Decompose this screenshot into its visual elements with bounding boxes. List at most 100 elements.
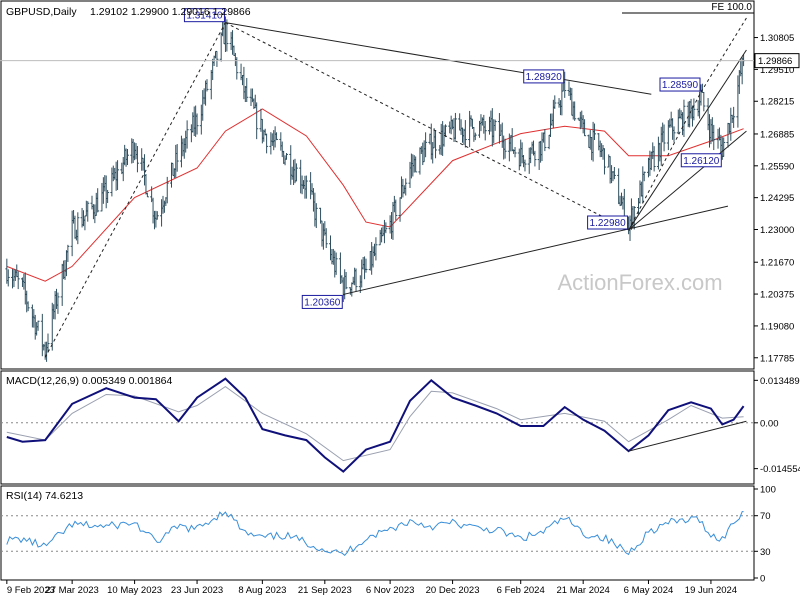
ohlc-bar (583, 119, 587, 137)
ohlc-bar (503, 138, 507, 159)
ohlc-bar (672, 126, 676, 143)
x-tick-label: 9 Feb 2023 (7, 585, 55, 596)
rsi-panel: 100 70 30 0 RSI(14) 74.6213 (0, 485, 776, 585)
ohlc-bar (135, 145, 139, 173)
svg-text:1.28590: 1.28590 (662, 80, 699, 91)
ohlc-bar (294, 163, 298, 182)
ohlc-bar (56, 292, 60, 314)
ohlc-bar (662, 124, 666, 152)
ohlc-bar (205, 79, 209, 92)
price-tick-label: 1.19080 (760, 321, 794, 332)
price-tick-label: 1.30805 (760, 33, 794, 44)
ohlc-bar (314, 203, 318, 229)
x-tick-label: 10 May 2023 (107, 585, 162, 596)
x-tick-label: 21 Sep 2023 (298, 585, 352, 596)
ohlc-bar (16, 271, 20, 290)
ohlc-bar (493, 119, 497, 131)
ohlc-bar (36, 320, 40, 331)
ohlc-bar (145, 192, 149, 198)
dashed-trendline (700, 17, 747, 93)
ohlc-bar (483, 120, 487, 141)
ohlc-bar (195, 113, 199, 135)
price-level-label: 1.26120 (680, 153, 722, 168)
ohlc-bar (523, 159, 527, 172)
trendline (225, 22, 652, 95)
ohlc-label: 1.29102 1.29900 1.29016 1.29866 (90, 6, 251, 18)
chart-title: GBPUSD,Daily 1.29102 1.29900 1.29016 1.2… (6, 6, 251, 18)
price-level-label: 1.28590 (659, 77, 701, 92)
macd-panel-frame (0, 370, 755, 485)
fe-marker: FE 100.0 (622, 2, 754, 14)
ohlc-bar (46, 333, 50, 353)
x-tick-label: 23 Jun 2023 (171, 585, 223, 596)
ohlc-bar (652, 146, 656, 172)
trendline (343, 205, 729, 295)
svg-text:1.31410: 1.31410 (186, 11, 223, 22)
x-tick-label: 6 Feb 2024 (497, 585, 545, 596)
rsi-tick-label: 100 (760, 485, 776, 496)
rsi-panel-frame (0, 485, 755, 581)
rsi-tick-label: 30 (760, 547, 771, 558)
ohlc-bar (434, 130, 438, 159)
ohlc-bar (424, 132, 428, 158)
ohlc-bar (533, 150, 537, 167)
ohlc-bar (324, 228, 328, 249)
price-level-label: 1.31410 (183, 8, 225, 23)
x-tick-label: 6 May 2024 (624, 585, 674, 596)
macd-line (6, 377, 745, 473)
ohlc-bar (692, 98, 696, 121)
ohlc-bar (354, 268, 358, 292)
trendlines-layer (44, 17, 747, 358)
ohlc-bar (265, 133, 269, 154)
svg-text:1.20360: 1.20360 (304, 297, 341, 308)
price-level-label: 1.20360 (301, 294, 343, 309)
x-tick-label: 27 Mar 2023 (45, 585, 98, 596)
rsi-tick-label: 70 (760, 511, 771, 522)
ohlc-bar (414, 156, 418, 173)
x-tick-label: 6 Nov 2023 (366, 585, 415, 596)
x-tick-label: 8 Aug 2023 (238, 585, 286, 596)
last-price-marker: 1.29866 (0, 53, 800, 69)
macd-tick-label: -0.014554 (760, 464, 800, 475)
svg-text:1.26120: 1.26120 (683, 156, 720, 167)
last-price-value: 1.29866 (758, 56, 792, 67)
sma-line-layer (6, 108, 744, 282)
price-panel-frame (0, 0, 755, 370)
ohlc-bar (642, 171, 646, 182)
ohlc-bar (245, 78, 249, 102)
ohlc-bar (702, 91, 706, 112)
ohlc-bar (66, 244, 70, 262)
price-tick-label: 1.17785 (760, 353, 794, 364)
macd-tick-label: 0.00 (760, 418, 779, 429)
rsi-label: RSI(14) 74.6213 (6, 490, 83, 502)
ohlc-bar (165, 176, 169, 204)
svg-text:1.22980: 1.22980 (590, 218, 627, 229)
x-tick-label: 20 Dec 2023 (426, 585, 480, 596)
price-tick-label: 1.26885 (760, 129, 794, 140)
ohlc-bar (76, 212, 80, 245)
ohlc-bar (473, 132, 477, 141)
x-tick-label: 21 Mar 2024 (557, 585, 610, 596)
ohlc-bar (712, 124, 716, 151)
ohlc-bar (453, 112, 457, 140)
ohlc-bar (86, 201, 90, 222)
ohlc-bar (732, 106, 736, 128)
ohlc-bar (543, 129, 547, 152)
price-bars (5, 16, 746, 362)
ohlc-bar (96, 188, 100, 213)
price-tick-label: 1.29510 (760, 65, 794, 76)
ohlc-bar (553, 95, 557, 109)
macd-tick-label: 0.013489 (760, 376, 800, 387)
ohlc-bar (374, 237, 378, 261)
macd-label: MACD(12,26,9) 0.005349 0.001864 (6, 375, 173, 387)
macd-lines-layer (6, 377, 747, 473)
ohlc-bar (304, 175, 308, 199)
last-price-box (754, 53, 800, 69)
sma-line (6, 108, 744, 282)
ohlc-bar (175, 144, 179, 172)
rsi-line (6, 511, 744, 556)
price-labels-layer: 1.31410 1.20360 1.28920 1.22980 1.28590 1.261… (183, 8, 722, 309)
ohlc-bar (215, 50, 219, 67)
